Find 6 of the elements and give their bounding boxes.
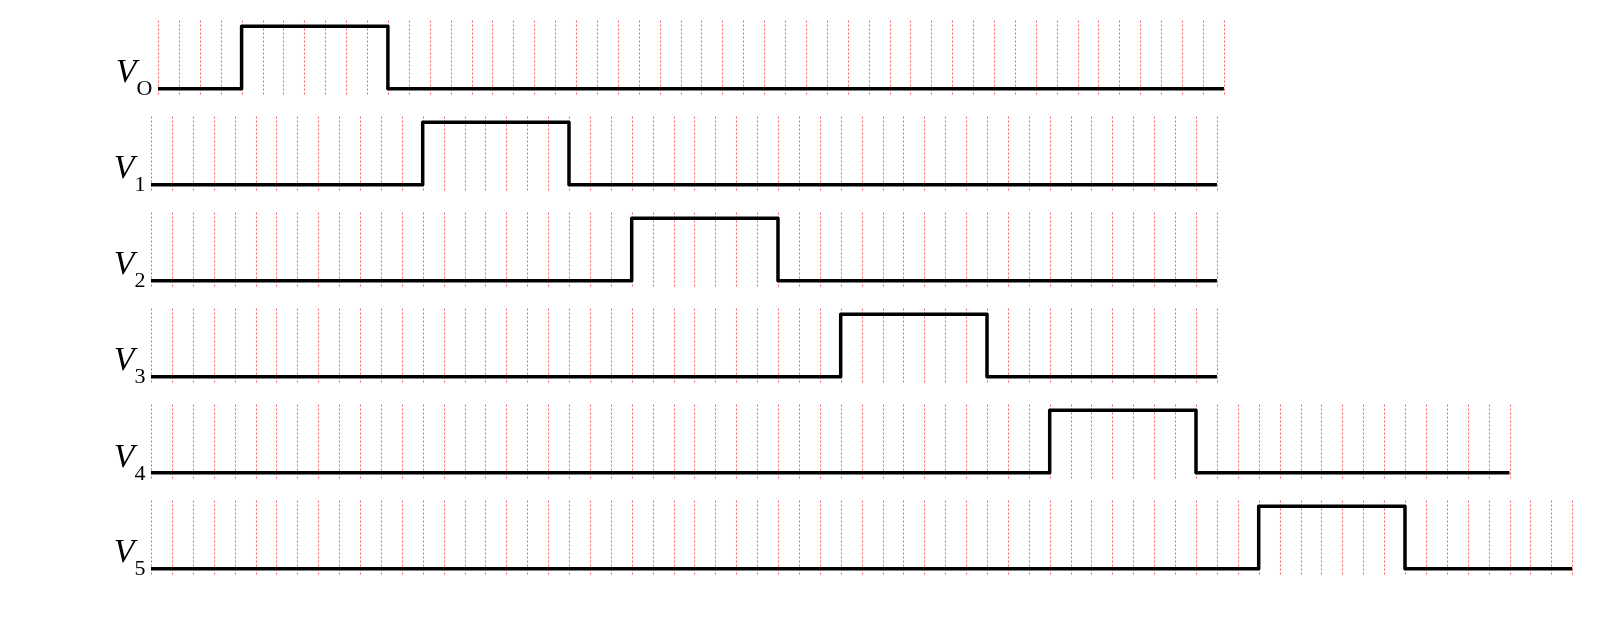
y-axis-title: V$_{3}$ (113, 340, 146, 388)
y-axis-title: V$_{5}$ (113, 532, 146, 580)
y-axis-title: V$_{O}$ (115, 52, 153, 100)
y-axis-title: V$_{2}$ (113, 244, 146, 292)
y-axis-title: V$_{4}$ (113, 436, 146, 484)
y-axis-title: V$_{1}$ (113, 148, 146, 196)
